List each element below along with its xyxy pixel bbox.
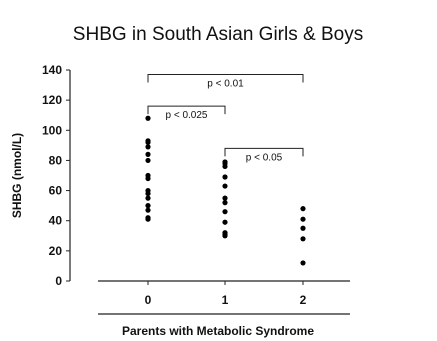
data-point [145,190,151,197]
y-tick-label: 60 [49,184,63,198]
significance-brackets: p < 0.01 p < 0.025 p < 0.05 [147,74,304,163]
data-point [300,206,306,212]
data-point [222,183,228,189]
y-tick-label: 80 [49,153,63,167]
data-point [222,219,228,225]
x-axis: 0 1 2 [98,280,350,315]
y-tick-label: 120 [42,93,62,107]
x-tick-label: 0 [145,293,152,307]
data-point [145,216,151,222]
bracket-label: p < 0.025 [166,110,208,121]
data-point [300,225,306,231]
y-tick-label: 100 [42,123,62,137]
data-point [145,144,151,150]
bracket-label: p < 0.01 [207,79,244,90]
y-tick-label: 0 [55,274,62,288]
data-point [222,163,228,170]
data-point [145,207,151,213]
data-point [300,236,306,242]
x-axis-label: Parents with Metabolic Syndrome [122,324,314,338]
bracket-line [147,74,304,83]
y-axis-label: SHBG (nmol/L) [10,133,24,218]
data-point [222,195,228,201]
y-tick-label: 140 [42,63,62,77]
bracket-label: p < 0.05 [246,152,283,163]
data-point [300,260,306,266]
y-axis: 0 20 40 60 80 100 120 140 [42,63,71,288]
data-point [222,174,228,180]
data-point [222,200,228,206]
data-point [145,157,151,164]
data-point [145,195,151,201]
data-point [300,216,306,222]
data-point [145,175,151,182]
bracket-line [224,147,304,157]
bracket-line [147,105,226,115]
data-point [145,203,151,209]
x-tick-label: 1 [222,293,229,307]
y-tick-label: 20 [49,244,63,258]
data-point [145,139,151,145]
data-point [145,151,151,157]
chart-title: SHBG in South Asian Girls & Boys [73,24,363,45]
x-tick-label: 2 [300,293,307,307]
data-point [222,233,228,239]
y-tick-label: 40 [49,214,63,228]
data-point [222,209,228,215]
data-points [145,115,306,266]
data-point [145,115,151,121]
